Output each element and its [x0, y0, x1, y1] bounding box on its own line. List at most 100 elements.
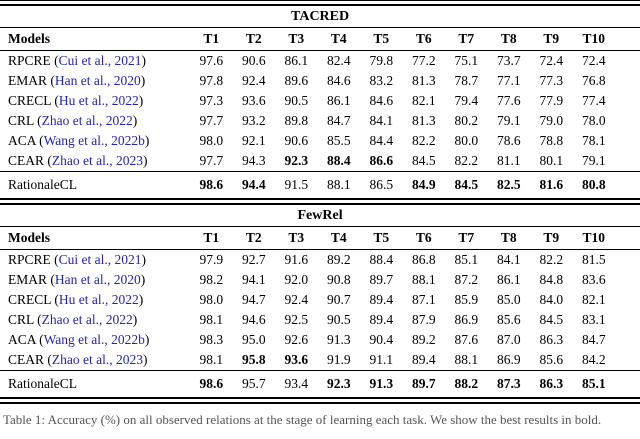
value-cell: 88.2 — [454, 376, 479, 391]
value-cell: 78.6 — [496, 133, 521, 148]
model-name-label: CRL — [8, 312, 34, 327]
model-name-label: ACA — [8, 332, 36, 347]
value-cell: 84.5 — [454, 177, 479, 192]
value-cell: 95.8 — [232, 350, 275, 371]
value-cell: 89.6 — [284, 73, 309, 88]
pad-cell — [615, 350, 640, 371]
citation-link[interactable]: Han et al., 2020 — [54, 272, 141, 287]
value-cell: 97.3 — [199, 93, 224, 108]
value-cell: 78.7 — [454, 73, 479, 88]
value-cell: 86.6 — [360, 151, 403, 172]
model-name-label: RationaleCL — [8, 177, 77, 192]
value-cell: 86.8 — [411, 252, 436, 267]
value-cell: 85.9 — [454, 292, 479, 307]
task-column-header: T7 — [445, 27, 488, 51]
model-cell: CRECL (Hu et al., 2022) — [8, 292, 144, 307]
table-body: RPCRE (Cui et al., 2021) 97.6 90.6 86.1 82.4… — [0, 51, 640, 172]
value-cell: 72.4 — [581, 53, 606, 68]
value-cell: 84.9 — [411, 177, 436, 192]
citation-link[interactable]: Han et al., 2020 — [54, 73, 141, 88]
model-name-label: RationaleCL — [8, 376, 77, 391]
model-name-label: ACA — [8, 133, 36, 148]
value-cell: 89.8 — [284, 113, 309, 128]
task-column-header: T4 — [317, 27, 360, 51]
citation-link[interactable]: Cui et al., 2021 — [58, 53, 142, 68]
table-title-row: FewRel — [0, 205, 640, 227]
value-cell: 97.7 — [199, 113, 224, 128]
value-cell: 88.1 — [411, 272, 436, 287]
citation-link[interactable]: Cui et al., 2021 — [58, 252, 142, 267]
value-cell: 86.9 — [487, 350, 530, 371]
pad-cell — [615, 111, 640, 131]
model-cell: EMAR (Han et al., 2020) — [8, 272, 146, 287]
table-row: EMAR (Han et al., 2020) 98.2 94.1 92.0 90.8 8… — [0, 270, 640, 290]
model-name-label: CEAR — [8, 153, 45, 168]
value-cell: 87.0 — [496, 332, 521, 347]
model-name-label: EMAR — [8, 272, 48, 287]
value-cell: 89.2 — [411, 332, 436, 347]
model-cell: CEAR (Zhao et al., 2023) — [0, 151, 190, 172]
top-double-rule — [0, 0, 640, 6]
value-cell: 98.2 — [199, 272, 224, 287]
value-cell: 90.6 — [284, 133, 309, 148]
value-cell: 94.3 — [232, 151, 275, 172]
column-header-row: Models T1 T2 T3 T4 T5 T6 T7 T8 T9 T10 — [0, 226, 640, 250]
task-column-header: T9 — [530, 27, 573, 51]
value-cell: 82.5 — [496, 177, 521, 192]
value-cell: 92.3 — [326, 376, 351, 391]
value-cell: 84.8 — [539, 272, 564, 287]
citation-link[interactable]: Wang et al., 2022b — [43, 133, 145, 148]
value-cell: 77.9 — [539, 93, 564, 108]
value-cell: 92.3 — [275, 151, 318, 172]
value-cell: 82.1 — [581, 292, 606, 307]
table-row: CRL (Zhao et al., 2022) 98.1 94.6 92.5 90.5 8… — [0, 310, 640, 330]
task-column-header: T5 — [360, 226, 403, 250]
model-name-label: CRL — [8, 113, 34, 128]
value-cell: 94.1 — [241, 272, 266, 287]
value-cell: 91.5 — [284, 177, 309, 192]
value-cell: 98.0 — [199, 133, 224, 148]
value-cell: 92.0 — [284, 272, 309, 287]
value-cell: 79.1 — [572, 151, 615, 172]
value-cell: 90.6 — [241, 53, 266, 68]
task-column-header: T10 — [572, 226, 615, 250]
value-cell: 86.5 — [369, 177, 394, 192]
citation-link[interactable]: Zhao et al., 2022 — [41, 113, 133, 128]
citation-link[interactable]: Hu et al., 2022 — [58, 93, 139, 108]
value-cell: 86.3 — [539, 376, 564, 391]
model-cell: RPCRE (Cui et al., 2021) — [8, 53, 147, 68]
value-cell: 94.6 — [241, 312, 266, 327]
value-cell: 75.1 — [454, 53, 479, 68]
value-cell: 82.2 — [539, 252, 564, 267]
task-column-header: T7 — [445, 226, 488, 250]
value-cell: 90.5 — [284, 93, 309, 108]
task-column-header: T2 — [232, 27, 275, 51]
pad-cell — [615, 290, 640, 310]
value-cell: 87.9 — [411, 312, 436, 327]
model-cell: ACA (Wang et al., 2022b) — [8, 133, 150, 148]
citation-link[interactable]: Zhao et al., 2022 — [41, 312, 133, 327]
highlight-table-row: RationaleCL 98.6 94.4 91.5 88.1 86.5 84.9 84.5 8… — [0, 172, 640, 199]
value-cell: 98.3 — [199, 332, 224, 347]
value-cell: 80.2 — [454, 113, 479, 128]
task-column-header: T3 — [275, 226, 318, 250]
citation-link[interactable]: Wang et al., 2022b — [43, 332, 145, 347]
value-cell: 85.1 — [454, 252, 479, 267]
value-cell: 85.1 — [581, 376, 606, 391]
value-cell: 89.4 — [369, 292, 394, 307]
table-caption: Table 1: Accuracy (%) on all observed re… — [3, 412, 602, 427]
value-cell: 97.7 — [190, 151, 233, 172]
value-cell: 93.6 — [241, 93, 266, 108]
value-cell: 86.1 — [284, 53, 309, 68]
model-name-label: RPCRE — [8, 53, 51, 68]
pad-cell — [615, 330, 640, 350]
task-column-header: T4 — [317, 226, 360, 250]
value-cell: 87.3 — [496, 376, 521, 391]
citation-link[interactable]: Zhao et al., 2023 — [51, 153, 143, 168]
value-cell: 80.0 — [454, 133, 479, 148]
value-cell: 92.5 — [284, 312, 309, 327]
citation-link[interactable]: Hu et al., 2022 — [58, 292, 139, 307]
value-cell: 78.1 — [581, 133, 606, 148]
citation-link[interactable]: Zhao et al., 2023 — [51, 352, 143, 367]
